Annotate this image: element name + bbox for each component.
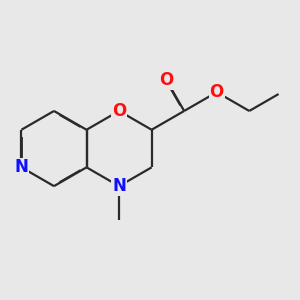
Text: O: O [159,71,173,89]
Text: N: N [14,158,28,176]
Text: O: O [112,102,126,120]
Text: O: O [210,83,224,101]
Text: N: N [112,177,126,195]
